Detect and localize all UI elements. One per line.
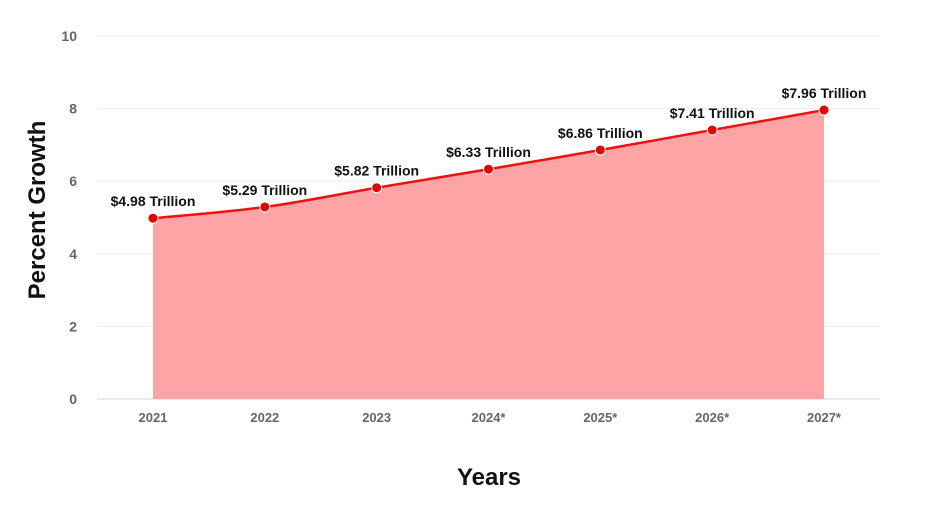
data-label: $5.82 Trillion	[334, 163, 419, 179]
y-tick-label: 2	[69, 318, 77, 334]
data-point	[483, 163, 494, 175]
data-label: $6.86 Trillion	[558, 125, 643, 141]
x-tick-label: 2024*	[472, 410, 507, 425]
data-label: $5.29 Trillion	[222, 182, 307, 198]
area-fill	[153, 110, 824, 399]
y-axis-title: Percent Growth	[24, 121, 51, 300]
x-tick-label: 2027*	[807, 410, 842, 425]
x-axis-title: Years	[457, 464, 521, 491]
y-tick-label: 0	[69, 391, 77, 407]
y-tick-label: 4	[69, 246, 77, 262]
x-tick-label: 2022	[250, 410, 279, 425]
x-tick-label: 2025*	[583, 410, 618, 425]
y-axis-ticks: 0 2 4 6 8 10	[61, 28, 77, 407]
data-label: $6.33 Trillion	[446, 144, 531, 160]
data-point	[371, 182, 383, 194]
x-tick-label: 2021	[139, 410, 168, 425]
x-tick-label: 2026*	[695, 410, 730, 425]
x-tick-label: 2023	[362, 410, 391, 425]
data-point	[706, 124, 718, 136]
data-point	[259, 201, 271, 213]
x-axis-ticks: 2021 2022 2023 2024* 2025* 2026* 2027*	[139, 410, 842, 425]
y-tick-label: 6	[69, 173, 77, 189]
data-points: $4.98 Trillion $5.29 Trillion $5.82 Trilli…	[111, 85, 867, 224]
data-label: $7.96 Trillion	[782, 85, 867, 101]
data-point	[147, 212, 159, 224]
data-label: $7.41 Trillion	[670, 105, 755, 121]
y-tick-label: 10	[61, 28, 77, 44]
data-point	[818, 104, 830, 116]
y-tick-label: 8	[69, 101, 77, 117]
data-label: $4.98 Trillion	[111, 193, 196, 209]
data-point	[594, 144, 606, 156]
